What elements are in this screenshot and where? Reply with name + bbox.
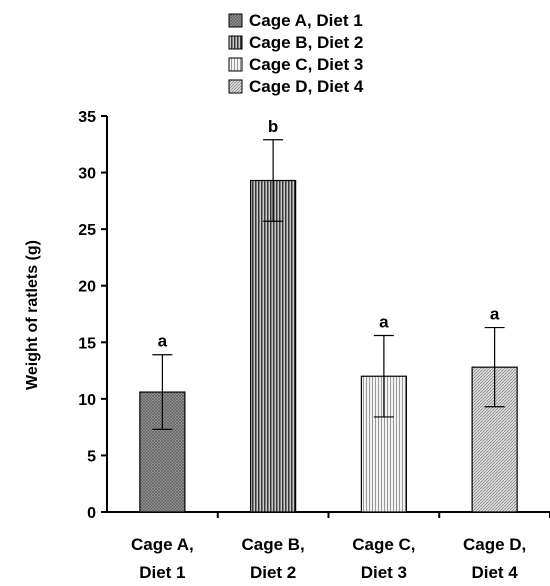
y-tick-label: 30 [78, 166, 96, 183]
legend-label: Cage A, Diet 1 [249, 11, 363, 30]
y-axis-label: Weight of ratlets (g) [24, 240, 41, 390]
bar-2 [250, 179, 297, 513]
bars: a b a a [139, 117, 518, 513]
significance-label: b [268, 117, 278, 136]
significance-label: a [490, 305, 500, 324]
legend-swatch [228, 79, 243, 94]
legend-swatch [228, 57, 243, 72]
axes: 0 5 10 15 20 25 30 35 Cage A, Diet 1 Cage B, Diet 2… [78, 109, 550, 582]
x-tick-label: Diet 3 [361, 563, 407, 581]
x-tick-label: Diet 4 [471, 563, 518, 581]
y-tick-label: 0 [87, 505, 96, 522]
legend-swatch [228, 35, 243, 50]
x-tick-label: Cage B, [241, 535, 304, 554]
legend-label: Cage B, Diet 2 [249, 33, 363, 52]
y-tick-label: 35 [78, 109, 96, 126]
y-tick-label: 15 [78, 335, 96, 352]
legend-label: Cage D, Diet 4 [249, 77, 364, 96]
x-tick-label: Diet 2 [250, 563, 296, 581]
legend-label: Cage C, Diet 3 [249, 55, 363, 74]
legend: Cage A, Diet 1 Cage B, Diet 2 Cage C, Diet… [228, 11, 364, 96]
y-tick-label: 10 [78, 392, 96, 409]
legend-swatch [228, 13, 243, 28]
x-tick-label: Cage C, [352, 535, 415, 554]
x-tick-label: Cage D, [463, 535, 526, 554]
significance-label: a [158, 332, 168, 351]
significance-label: a [379, 312, 389, 331]
y-tick-label: 25 [78, 222, 96, 239]
x-tick-label: Cage A, [131, 535, 194, 554]
y-tick-label: 20 [78, 279, 96, 296]
x-tick-label: Diet 1 [139, 563, 185, 581]
y-tick-label: 5 [87, 448, 96, 465]
